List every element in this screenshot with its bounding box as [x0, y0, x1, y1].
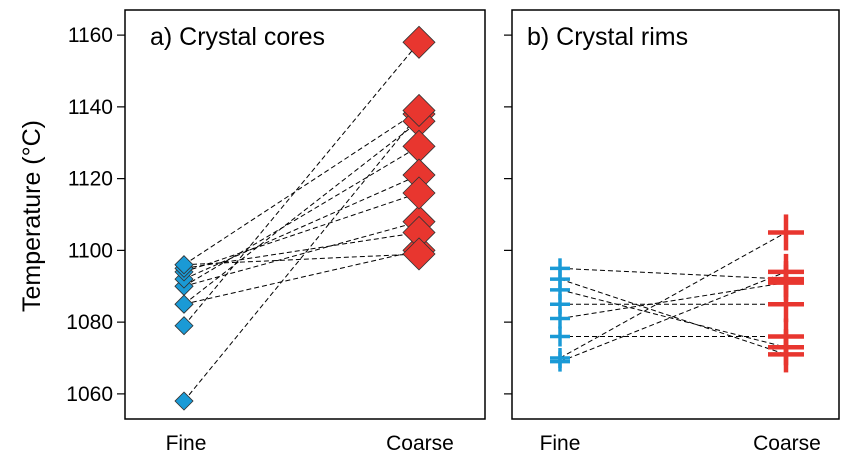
fine-diamond-marker	[174, 316, 194, 336]
connector-line	[183, 41, 420, 327]
coarse-diamond-marker	[402, 176, 436, 210]
panel-b-x-label-fine: Fine	[540, 432, 581, 454]
connector-line	[183, 110, 420, 266]
fine-diamond-marker	[174, 255, 194, 275]
panel-a-y-ticks: 1060 1080 1100 1120 1140 1160	[66, 24, 125, 406]
panel-b-frame	[511, 9, 840, 420]
panel-a-x-label-fine: Fine	[166, 432, 207, 454]
y-tick-label: 1100	[68, 239, 113, 262]
panel-b-x-label-coarse: Coarse	[753, 432, 821, 454]
fine-diamond-marker	[174, 391, 194, 411]
coarse-diamond-marker	[402, 93, 436, 128]
connector-line	[183, 120, 420, 305]
y-tick-label: 1140	[68, 96, 113, 119]
fine-cross-marker	[550, 258, 570, 279]
panel-b-y-ticks	[504, 34, 512, 395]
coarse-diamond-marker	[402, 237, 436, 271]
connector-line	[559, 282, 787, 320]
connector-line	[183, 192, 420, 273]
panel-b-markers	[550, 214, 804, 373]
panel-crystal-cores: a) Crystal cores 1060 1080 1100 1120 1140 116…	[66, 9, 486, 454]
panel-a-markers	[174, 25, 436, 411]
y-tick-label: 1080	[66, 311, 113, 334]
fine-diamond-marker	[174, 294, 194, 314]
y-tick-label: 1060	[66, 383, 113, 406]
panel-a-x-label-coarse: Coarse	[386, 432, 454, 454]
connector-line	[183, 221, 420, 287]
y-tick-label: 1120	[68, 168, 113, 191]
panel-a-frame	[124, 9, 486, 420]
connector-line	[183, 253, 420, 266]
panel-a-title: a) Crystal cores	[150, 23, 325, 51]
panel-crystal-rims: b) Crystal rims Fine Coarse	[504, 9, 840, 454]
coarse-cross-marker	[768, 261, 804, 298]
connector-line	[183, 145, 420, 287]
fine-cross-marker	[550, 326, 570, 347]
y-tick-label: 1160	[68, 24, 113, 47]
connector-line	[559, 267, 787, 280]
connector-line	[559, 271, 787, 363]
fine-cross-marker	[550, 348, 570, 369]
panel-b-connectors	[559, 232, 787, 363]
coarse-diamond-marker	[402, 129, 436, 163]
connector-line	[183, 113, 420, 402]
connector-line	[183, 249, 420, 305]
coarse-cross-marker	[768, 214, 804, 251]
connector-line	[183, 174, 420, 280]
panel-b-title: b) Crystal rims	[527, 23, 688, 51]
panel-a-connectors	[183, 41, 420, 402]
connector-line	[559, 232, 787, 359]
y-axis-label: Temperature (°C)	[18, 120, 46, 312]
connector-line	[559, 289, 787, 348]
coarse-diamond-marker	[402, 25, 436, 59]
coarse-cross-marker	[768, 336, 804, 373]
